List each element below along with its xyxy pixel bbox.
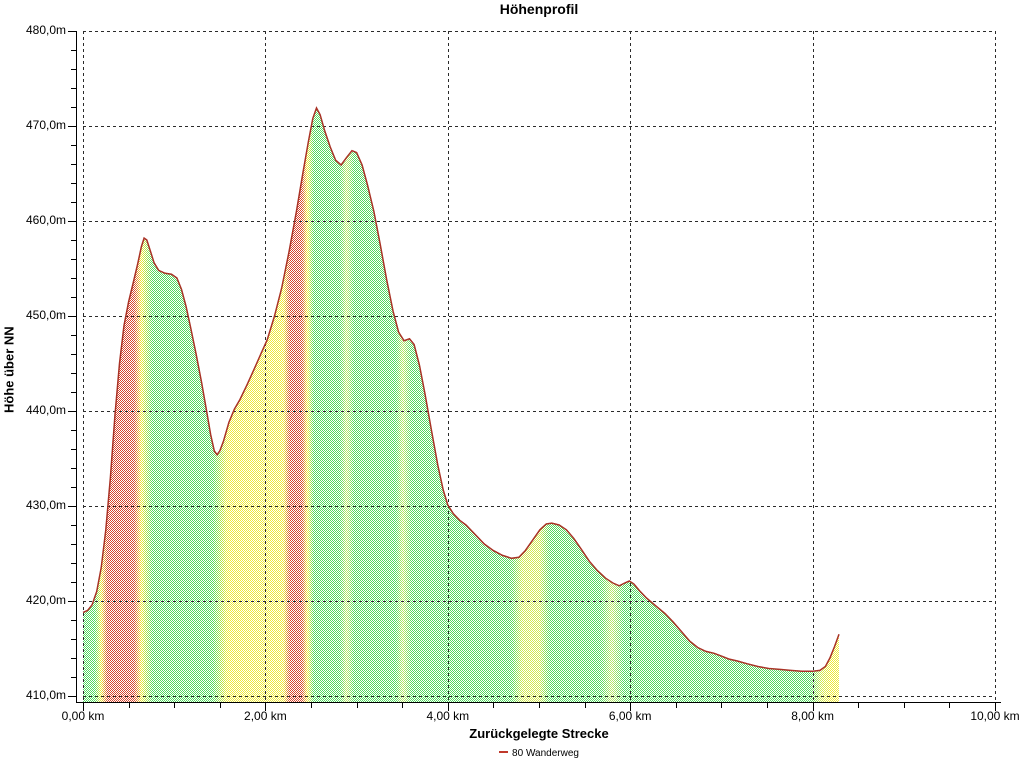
y-minor-tick (71, 69, 76, 70)
gridline-horizontal (83, 411, 995, 412)
y-tick-label: 410,0m (25, 688, 66, 702)
y-minor-tick (71, 620, 76, 621)
x-minor-tick (858, 703, 860, 708)
y-major-tick (68, 31, 76, 32)
y-minor-tick (71, 50, 76, 51)
y-tick-label: 450,0m (25, 308, 66, 322)
x-tick-label: 6,00 km (608, 709, 652, 723)
x-minor-tick (402, 703, 404, 708)
x-major-tick (630, 703, 632, 711)
y-tick-label: 480,0m (25, 23, 66, 37)
y-minor-tick (71, 430, 76, 431)
x-tick-label: 4,00 km (426, 709, 470, 723)
y-minor-tick (71, 544, 76, 545)
gridline-vertical (447, 31, 449, 702)
x-minor-tick (767, 703, 768, 708)
gridline-horizontal (83, 506, 995, 507)
x-major-tick (812, 703, 814, 711)
x-minor-tick (356, 703, 358, 708)
x-minor-tick (311, 703, 312, 708)
gridline-horizontal (83, 221, 995, 222)
y-tick-label: 460,0m (25, 213, 66, 227)
y-minor-tick (71, 354, 76, 355)
x-axis-line (76, 702, 1001, 703)
y-tick-label: 470,0m (25, 118, 66, 132)
y-minor-tick (71, 88, 76, 89)
y-minor-tick (71, 145, 76, 146)
y-minor-tick (71, 240, 76, 241)
x-minor-tick (721, 703, 723, 708)
x-minor-tick (539, 703, 540, 708)
gridline-horizontal (83, 696, 995, 697)
y-tick-label: 430,0m (25, 498, 66, 512)
y-minor-tick (71, 297, 76, 298)
y-minor-tick (71, 278, 76, 279)
gridline-vertical (812, 31, 814, 702)
y-minor-tick (71, 107, 76, 108)
x-tick-label: 2,00 km (244, 709, 287, 723)
y-minor-tick (71, 259, 76, 260)
y-major-tick (68, 601, 76, 602)
y-major-tick (68, 221, 76, 222)
x-major-tick (447, 703, 449, 711)
chart-title: Höhenprofil (499, 1, 579, 17)
y-tick-label: 440,0m (25, 403, 66, 417)
y-minor-tick (71, 392, 76, 393)
y-minor-tick (71, 335, 76, 336)
y-tick-label: 420,0m (25, 593, 66, 607)
legend: 80 Wanderweg (83, 748, 995, 759)
gridline-vertical (995, 31, 996, 702)
x-minor-tick (675, 703, 677, 708)
x-minor-tick (219, 703, 221, 708)
y-minor-tick (71, 202, 76, 203)
x-tick-label: 10,00 km (970, 709, 1020, 723)
x-major-tick (995, 703, 996, 711)
y-minor-tick (71, 373, 76, 374)
plot-area (82, 31, 996, 702)
y-minor-tick (71, 563, 76, 564)
y-minor-tick (71, 525, 76, 526)
y-major-tick (68, 506, 76, 507)
legend-series-label: 80 Wanderweg (512, 748, 579, 759)
x-minor-tick (584, 703, 586, 708)
x-tick-label: 0,00 km (61, 709, 105, 723)
y-major-tick (68, 411, 76, 412)
y-major-tick (68, 696, 76, 697)
y-minor-tick (71, 449, 76, 450)
x-major-tick (265, 703, 267, 711)
y-major-tick (68, 316, 76, 317)
y-minor-tick (71, 658, 76, 659)
y-minor-tick (71, 183, 76, 184)
gridline-horizontal (83, 601, 995, 602)
x-major-tick (83, 703, 84, 711)
y-minor-tick (71, 468, 76, 469)
x-minor-tick (493, 703, 495, 708)
x-minor-tick (128, 703, 130, 708)
gridline-horizontal (83, 126, 995, 127)
elevation-line (82, 106, 840, 673)
y-minor-tick (71, 487, 76, 488)
y-axis-line (76, 31, 77, 703)
gridline-horizontal (83, 316, 995, 317)
gridline-horizontal (83, 31, 995, 32)
gridline-vertical (265, 31, 267, 702)
gridline-vertical (83, 31, 84, 702)
y-minor-tick (71, 677, 76, 678)
x-axis-title: Zurückgelegte Strecke (469, 726, 609, 741)
x-minor-tick (903, 703, 905, 708)
x-minor-tick (949, 703, 951, 708)
y-minor-tick (71, 639, 76, 640)
gridline-vertical (630, 31, 632, 702)
y-minor-tick (71, 582, 76, 583)
x-minor-tick (174, 703, 176, 708)
x-tick-label: 8,00 km (791, 709, 834, 723)
y-major-tick (68, 126, 76, 127)
legend-line-marker (499, 751, 509, 754)
y-minor-tick (71, 164, 76, 165)
